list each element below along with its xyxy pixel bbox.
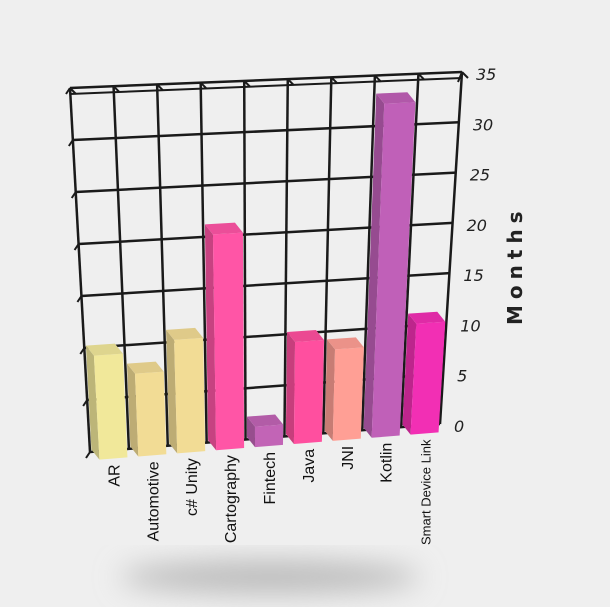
x-tick-label: Smart Device Link (419, 439, 434, 545)
grid-depth-line (65, 87, 71, 95)
bar-side (166, 329, 178, 454)
bar-side (246, 416, 255, 448)
bar-side (363, 93, 385, 438)
grid-depth-line (85, 451, 91, 459)
bar-top (408, 311, 446, 324)
bar-c-unity (166, 327, 206, 454)
y-tick-label: 0 (454, 417, 464, 436)
grid-depth-line (461, 71, 469, 79)
grid-line-vertical (438, 71, 464, 425)
bar-front (254, 424, 284, 448)
y-tick-label: 35 (476, 65, 496, 84)
bar-front (93, 353, 128, 460)
grid-line-vertical (112, 86, 131, 449)
bar-fintech (246, 414, 284, 448)
y-tick-label: 15 (463, 266, 483, 285)
bar-side (285, 331, 296, 445)
x-tick-label: Java (301, 449, 318, 483)
grid-depth-line (73, 243, 80, 251)
grid-depth-line (68, 139, 74, 147)
grid-rim-line (69, 77, 463, 95)
x-tick-label: Kotlin (379, 443, 396, 483)
grid-line-vertical (399, 73, 420, 428)
bar-java (285, 330, 324, 445)
grid-depth-line (76, 295, 83, 303)
bar-front (212, 232, 245, 451)
x-tick-label: Automotive (145, 461, 162, 541)
bar-top (126, 361, 164, 374)
bar-side (204, 224, 217, 451)
y-tick-label: 10 (460, 316, 480, 335)
grid-depth-line (70, 191, 77, 199)
bar-automotive (126, 361, 167, 457)
bar-front (410, 321, 446, 435)
grid-line-horizontal (69, 70, 463, 90)
grid-line-vertical (68, 87, 92, 453)
bar-top (204, 222, 243, 235)
bar-side (126, 363, 139, 457)
y-axis-title: Months (503, 205, 527, 325)
bar-top (327, 337, 364, 350)
bar-front (371, 102, 416, 438)
bar-top (376, 92, 416, 104)
bar-top (166, 327, 204, 340)
bar-jni (324, 337, 364, 441)
bar-front (293, 340, 324, 445)
y-tick-label: 5 (457, 367, 467, 386)
y-tick-label: 30 (473, 115, 493, 134)
grid-line-vertical (360, 75, 377, 431)
x-tick-label: Fintech (262, 452, 279, 504)
bar-top (246, 414, 284, 427)
bar-kotlin (363, 92, 416, 438)
floor-shadow (120, 561, 420, 593)
bar-top (85, 343, 123, 356)
grid-line-vertical (199, 82, 208, 443)
grid-rim-line (457, 71, 463, 83)
grid-depth-line (82, 399, 88, 407)
bar-smart-device-link (402, 311, 446, 435)
bar-side (85, 345, 100, 460)
bar-side (324, 339, 336, 441)
bar-front (134, 371, 167, 457)
grid-depth-line (79, 347, 86, 355)
grid-line-vertical (155, 84, 170, 446)
bar-cartography (204, 222, 245, 451)
y-tick-label: 20 (467, 216, 487, 235)
bar-front (174, 337, 206, 454)
bar-front (332, 347, 364, 441)
x-tick-label: c# Unity (184, 458, 201, 516)
grid-line-vertical (322, 77, 333, 434)
bar-side (402, 313, 417, 435)
grid-line-vertical (242, 80, 247, 440)
x-tick-label: Cartography (223, 455, 240, 543)
x-tick-label: AR (106, 464, 123, 486)
grid-line-vertical (283, 79, 290, 437)
bar-ar (85, 343, 128, 460)
x-axis-labels: AR Automotive c# Unity Cartography Fintech Ja… (106, 439, 433, 545)
bar-series (85, 92, 446, 460)
y-axis-ticks: 0 5 10 15 20 25 30 35 (454, 65, 496, 436)
bar-top (287, 330, 324, 342)
x-tick-label: JNI (340, 446, 357, 470)
y-tick-label: 25 (470, 166, 490, 185)
